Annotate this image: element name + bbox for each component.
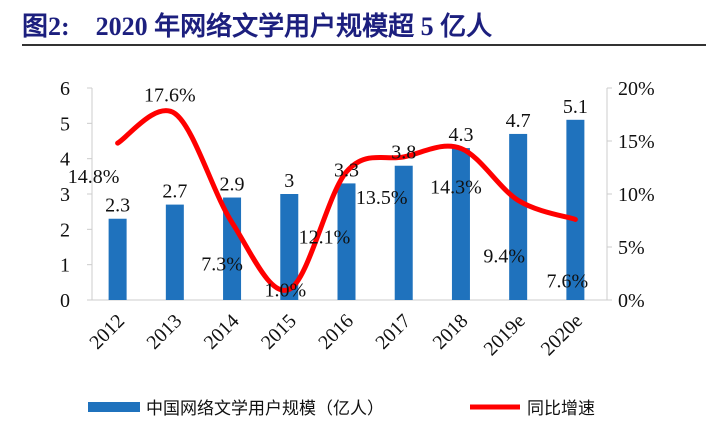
x-tick-label: 2018 bbox=[429, 310, 473, 354]
line-data-label: 12.1% bbox=[299, 227, 351, 249]
line-data-label: 14.8% bbox=[68, 166, 120, 188]
bar-2019e bbox=[509, 133, 528, 300]
right-tick-label: 10% bbox=[618, 184, 655, 206]
bar-2016 bbox=[337, 183, 356, 300]
line-data-label: 13.5% bbox=[356, 187, 408, 209]
bar-data-label: 3 bbox=[284, 170, 294, 192]
bar-data-label: 2.3 bbox=[105, 195, 130, 217]
x-tick-label: 2019e bbox=[480, 310, 530, 360]
line-data-label: 17.6% bbox=[144, 84, 196, 106]
x-tick-label: 2013 bbox=[143, 310, 187, 354]
legend-bar-swatch bbox=[88, 402, 140, 412]
line-data-label: 1.0% bbox=[264, 279, 306, 301]
right-tick-label: 5% bbox=[618, 237, 645, 259]
left-tick-label: 3 bbox=[60, 184, 70, 206]
legend-bar-label: 中国网络文学用户规模（亿人） bbox=[146, 399, 384, 419]
bar-2015 bbox=[280, 194, 299, 300]
line-data-label: 7.6% bbox=[547, 270, 589, 292]
bar-2012 bbox=[108, 218, 127, 300]
bar-data-label: 2.7 bbox=[162, 181, 187, 203]
bar-2017 bbox=[394, 165, 413, 300]
left-tick-label: 5 bbox=[60, 113, 70, 135]
right-tick-label: 20% bbox=[618, 78, 655, 100]
bar-data-label: 2.9 bbox=[220, 174, 245, 196]
right-tick-label: 0% bbox=[618, 290, 645, 312]
left-tick-label: 2 bbox=[60, 219, 70, 241]
growth-rate-line bbox=[115, 108, 578, 293]
x-tick-label: 2012 bbox=[85, 310, 129, 354]
figure-title: 图2: 2020 年网络文学用户规模超 5 亿人 bbox=[22, 12, 493, 41]
x-tick-label: 2014 bbox=[200, 310, 244, 354]
left-tick-label: 1 bbox=[60, 255, 70, 277]
bar-2014 bbox=[223, 197, 242, 300]
left-tick-label: 4 bbox=[60, 149, 70, 171]
bar-2020e bbox=[566, 119, 585, 300]
left-tick-label: 6 bbox=[60, 78, 70, 100]
bar-data-label: 5.1 bbox=[563, 96, 588, 118]
bar-data-label: 4.3 bbox=[448, 124, 473, 146]
title-divider bbox=[22, 44, 706, 46]
bar-data-label: 3.3 bbox=[334, 159, 359, 181]
line-data-label: 7.3% bbox=[201, 254, 243, 276]
x-tick-label: 2016 bbox=[314, 310, 358, 354]
line-data-label: 14.3% bbox=[430, 176, 482, 198]
line-data-label: 9.4% bbox=[483, 245, 525, 267]
bar-data-label: 4.7 bbox=[506, 110, 531, 132]
bar-2018 bbox=[451, 148, 470, 300]
bar-data-label: 3.8 bbox=[391, 142, 416, 164]
legend-line-label: 同比增速 bbox=[527, 399, 595, 419]
x-tick-label: 2020e bbox=[537, 310, 587, 360]
bar-2013 bbox=[165, 204, 184, 300]
x-tick-label: 2017 bbox=[371, 310, 415, 354]
left-tick-label: 0 bbox=[60, 290, 70, 312]
x-tick-label: 2015 bbox=[257, 310, 301, 354]
right-tick-label: 15% bbox=[618, 131, 655, 153]
